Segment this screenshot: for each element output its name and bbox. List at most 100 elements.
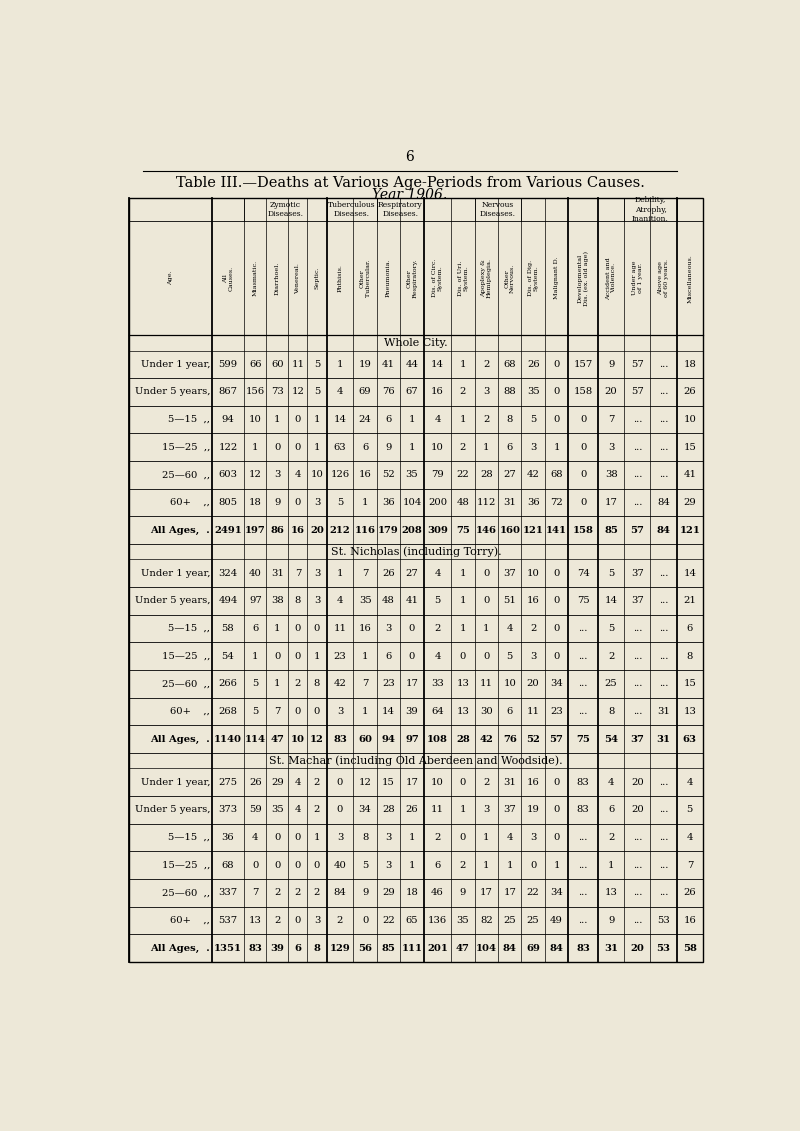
Text: Age.: Age. [168,270,173,285]
Text: 36: 36 [222,834,234,841]
Text: 0: 0 [554,415,560,424]
Text: 26: 26 [683,388,696,397]
Text: Diarrhoel.: Diarrhoel. [274,261,280,295]
Text: 63: 63 [334,443,346,451]
Text: 13: 13 [457,680,470,689]
Text: 0: 0 [294,834,301,841]
Text: 0: 0 [314,707,320,716]
Text: ...: ... [578,916,588,925]
Text: 4: 4 [294,778,301,787]
Text: 5: 5 [314,388,320,397]
Text: 158: 158 [574,388,593,397]
Text: 0: 0 [460,778,466,787]
Text: 29: 29 [382,888,395,897]
Text: 5—15  ,,: 5—15 ,, [168,834,210,841]
Text: All Ages,  .: All Ages, . [150,735,210,744]
Text: 4: 4 [506,834,513,841]
Text: 42: 42 [334,680,346,689]
Text: 5: 5 [252,680,258,689]
Text: ...: ... [659,888,668,897]
Text: 0: 0 [274,651,281,661]
Text: 268: 268 [218,707,238,716]
Text: 0: 0 [554,805,560,814]
Text: 8: 8 [362,834,368,841]
Text: 34: 34 [358,805,371,814]
Text: Miasmatic.: Miasmatic. [253,260,258,296]
Text: 4: 4 [252,834,258,841]
Text: 1: 1 [337,569,343,578]
Text: 29: 29 [683,498,696,507]
Text: ...: ... [659,360,668,369]
Text: Zymotic
Diseases.: Zymotic Diseases. [267,201,303,218]
Text: ...: ... [659,651,668,661]
Text: 54: 54 [222,651,234,661]
Text: ...: ... [578,861,588,870]
Text: ...: ... [578,624,588,633]
Text: 4: 4 [434,415,441,424]
Text: 5: 5 [252,707,258,716]
Text: 88: 88 [503,388,516,397]
Text: 7: 7 [294,569,301,578]
Text: 0: 0 [337,778,343,787]
Text: 23: 23 [382,680,395,689]
Text: 13: 13 [457,707,470,716]
Text: 23: 23 [334,651,346,661]
Text: 35: 35 [358,596,371,605]
Text: ...: ... [633,624,642,633]
Text: 4: 4 [294,805,301,814]
Text: 11: 11 [291,360,304,369]
Text: 0: 0 [554,388,560,397]
Text: 1: 1 [409,443,415,451]
Text: 1: 1 [274,415,281,424]
Text: Dis. of Uri.
System.: Dis. of Uri. System. [458,260,468,296]
Text: 47: 47 [456,943,470,952]
Text: 5: 5 [362,861,368,870]
Text: 16: 16 [683,916,696,925]
Text: 16: 16 [526,778,539,787]
Text: 60+    ,,: 60+ ,, [170,498,210,507]
Text: 97: 97 [249,596,262,605]
Text: 13: 13 [605,888,618,897]
Text: 20: 20 [631,805,644,814]
Text: 10: 10 [291,735,305,744]
Text: 0: 0 [294,624,301,633]
Text: 141: 141 [546,526,567,535]
Text: 4: 4 [608,778,614,787]
Text: 17: 17 [605,498,618,507]
Text: 37: 37 [503,805,516,814]
Text: 57: 57 [630,526,644,535]
Text: 1: 1 [483,834,490,841]
Text: 2: 2 [483,778,490,787]
Text: 48: 48 [457,498,470,507]
Text: 51: 51 [503,596,516,605]
Text: 10: 10 [431,778,444,787]
Text: 13: 13 [249,916,262,925]
Text: 7: 7 [362,569,368,578]
Text: 25: 25 [605,680,618,689]
Text: 16: 16 [358,470,371,480]
Text: 3: 3 [483,388,490,397]
Text: Respiratory
Diseases.: Respiratory Diseases. [378,201,422,218]
Text: 14: 14 [431,360,444,369]
Text: 5: 5 [506,651,513,661]
Text: Dis. of Circ.
System.: Dis. of Circ. System. [432,259,443,297]
Text: Accident and
Violence.: Accident and Violence. [606,257,617,300]
Text: 2: 2 [314,805,320,814]
Text: 15: 15 [683,443,696,451]
Text: 17: 17 [480,888,493,897]
Text: Dis. of Dig.
System.: Dis. of Dig. System. [528,260,538,296]
Text: Other
Nervous.: Other Nervous. [504,264,515,293]
Text: Other
Respiratory.: Other Respiratory. [406,258,418,297]
Text: 6: 6 [294,943,302,952]
Text: 72: 72 [550,498,563,507]
Text: 867: 867 [218,388,238,397]
Text: 75: 75 [576,735,590,744]
Text: 1: 1 [409,834,415,841]
Text: 0: 0 [274,834,281,841]
Text: 0: 0 [554,651,560,661]
Text: 1: 1 [362,707,369,716]
Text: Apoplexy &
Hemiplegia.: Apoplexy & Hemiplegia. [481,258,492,299]
Text: ...: ... [659,415,668,424]
Text: 3: 3 [530,651,536,661]
Text: 0: 0 [483,651,490,661]
